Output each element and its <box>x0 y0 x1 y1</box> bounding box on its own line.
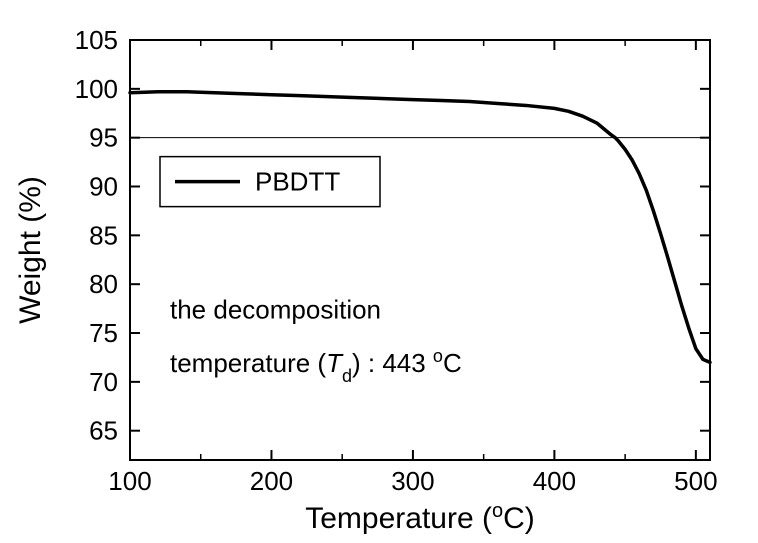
y-axis-label: Weight (%) <box>14 176 47 324</box>
y-tick-label: 80 <box>89 269 118 299</box>
y-tick-label: 70 <box>89 367 118 397</box>
y-tick-label: 100 <box>75 74 118 104</box>
annotation-line1: the decomposition <box>170 294 381 324</box>
x-tick-label: 100 <box>108 466 151 496</box>
y-tick-label: 65 <box>89 416 118 446</box>
y-tick-label: 75 <box>89 318 118 348</box>
chart-svg: 10020030040050065707580859095100105Tempe… <box>0 0 758 543</box>
x-tick-label: 200 <box>250 466 293 496</box>
y-tick-label: 105 <box>75 25 118 55</box>
y-tick-label: 90 <box>89 172 118 202</box>
x-tick-label: 400 <box>533 466 576 496</box>
x-tick-label: 300 <box>391 466 434 496</box>
x-tick-label: 500 <box>674 466 717 496</box>
y-tick-label: 85 <box>89 220 118 250</box>
tga-chart: 10020030040050065707580859095100105Tempe… <box>0 0 758 543</box>
y-tick-label: 95 <box>89 123 118 153</box>
legend-label: PBDTT <box>255 167 340 197</box>
